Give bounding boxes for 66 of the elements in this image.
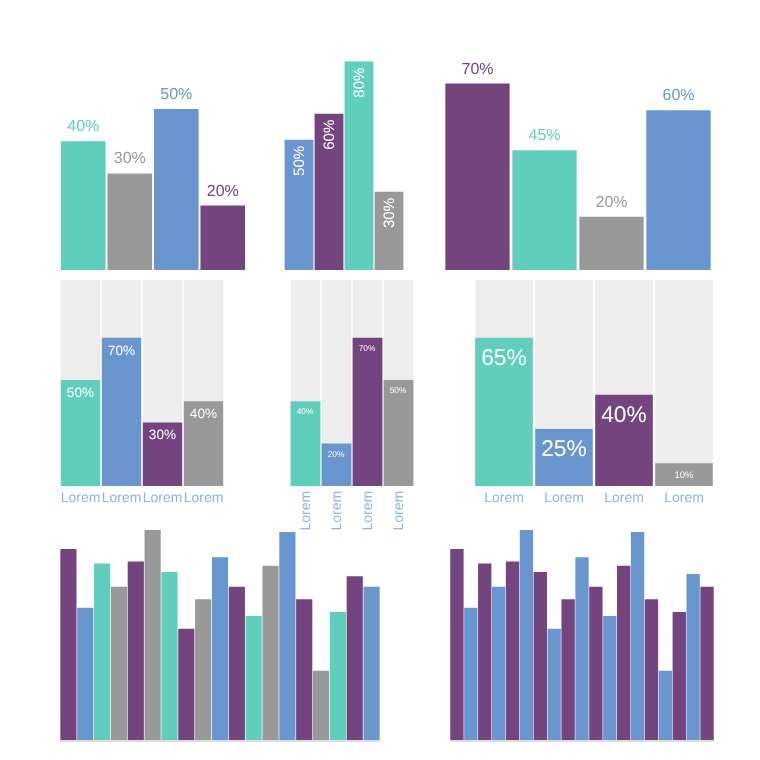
bar [547,628,561,740]
bar [161,572,178,740]
data-label: 60% [662,86,695,105]
bar [603,616,617,740]
bar [700,586,714,740]
bar [228,586,245,740]
bar [346,576,363,740]
bar [144,530,161,740]
data-label: 50% [290,145,309,176]
data-label: 40% [601,403,647,428]
data-label: 80% [350,66,369,98]
bar [195,599,212,740]
bar [110,586,128,740]
bar [655,463,713,486]
bar [153,108,199,270]
bar [478,563,492,740]
bar [644,599,659,740]
data-label: 50% [160,84,193,103]
bar [579,216,644,270]
bar [321,443,352,486]
bar [284,139,314,270]
bar [512,150,577,270]
bar [200,205,246,270]
bar [344,61,374,270]
data-label: 40% [67,117,100,136]
bar [107,173,153,270]
data-label: 20% [206,181,239,200]
bar [630,532,645,740]
data-label: 30% [113,149,146,168]
bar [279,532,296,740]
bar [363,586,380,740]
bar [519,530,534,740]
data-label: 60% [320,119,339,150]
bar [617,565,631,740]
bar [314,113,344,270]
bar [450,548,464,740]
bar [77,607,94,740]
data-label: 65% [481,346,527,371]
bar [127,561,144,740]
bar [561,599,575,740]
bar [672,611,686,740]
bar [245,616,262,740]
bar [646,110,711,270]
bar [658,670,673,740]
bar [296,599,313,740]
bar [445,83,510,270]
bar [329,611,346,740]
data-label: 70% [461,59,494,78]
bar [589,586,603,740]
data-label: 45% [528,126,561,145]
data-label: 30% [380,197,399,229]
bar [60,141,106,270]
bar [505,561,520,740]
data-label: 25% [541,438,587,463]
bar [575,557,589,740]
bar [211,557,229,740]
bar [533,572,547,740]
bar [60,548,77,740]
bar [312,670,330,740]
bar [94,563,111,740]
data-label: 20% [595,192,628,211]
bar [491,586,506,740]
bar [262,565,279,740]
bar [464,607,478,740]
bar [178,628,195,740]
bar [686,574,700,740]
